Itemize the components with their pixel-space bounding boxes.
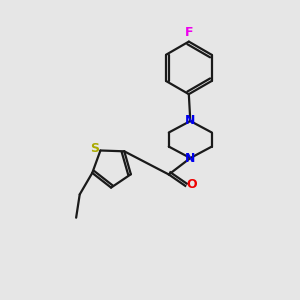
Text: N: N [185,152,196,166]
Text: N: N [185,114,196,127]
Text: O: O [187,178,197,191]
Text: F: F [184,26,193,38]
Text: S: S [91,142,100,154]
